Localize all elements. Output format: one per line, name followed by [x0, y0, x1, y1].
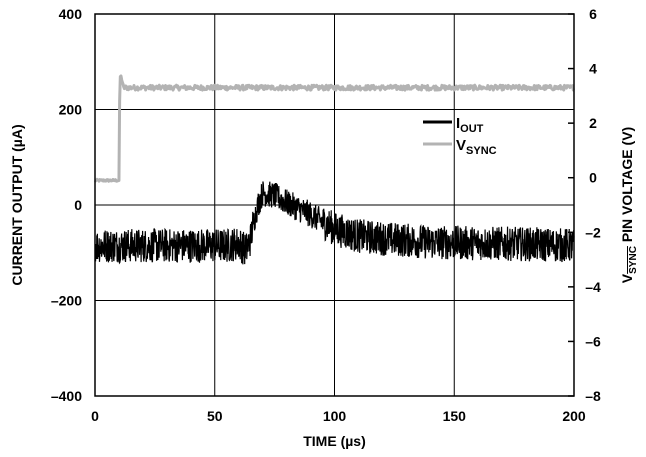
series-iout-line	[94, 181, 575, 265]
x-tick-label-2: 100	[323, 408, 347, 424]
legend-vsync-main: V	[456, 137, 466, 154]
legend-label-iout: IOUT	[456, 115, 484, 135]
y-right-axis-title: VSYNC PIN VOLTAGE (V)	[619, 127, 639, 283]
y-left-tick-label-3: –200	[51, 293, 82, 309]
plot-frame	[94, 13, 575, 397]
tick-labels: 0 50 100 150 200 400 200 0 –200 –400 6 4 2 0 –2 –4 –6 –8	[51, 6, 601, 424]
y-right-tick-label-7: –8	[585, 388, 601, 404]
y-left-tick-label-0: 400	[59, 6, 83, 22]
x-tick-label-3: 150	[443, 408, 467, 424]
x-axis-title: TIME (µs)	[303, 433, 366, 449]
y-left-tick-label-2: 0	[74, 197, 82, 213]
y-right-tick-label-0: 6	[589, 6, 597, 22]
series-vsync-line	[93, 74, 575, 183]
legend-iout-main: I	[456, 115, 460, 132]
y-right-tick-label-6: –6	[585, 333, 601, 349]
y-right-tick-label-1: 4	[589, 61, 597, 77]
x-tick-label-0: 0	[91, 408, 99, 424]
y-left-tick-label-4: –400	[51, 388, 82, 404]
y-right-tick-label-5: –4	[585, 279, 601, 295]
y-left-axis-title: CURRENT OUTPUT (µA)	[9, 124, 25, 285]
y-left-tick-label-1: 200	[59, 102, 83, 118]
y-right-title-v: V	[619, 273, 635, 283]
legend-vsync-sub: SYNC	[466, 145, 497, 157]
legend: IOUT VSYNC	[423, 115, 497, 157]
y-right-title-rest: PIN VOLTAGE (V)	[619, 127, 635, 246]
legend-label-vsync: VSYNC	[456, 137, 497, 157]
x-tick-label-4: 200	[562, 408, 586, 424]
x-tick-label-1: 50	[207, 408, 223, 424]
y-right-tick-label-2: 2	[589, 115, 597, 131]
legend-iout-sub: OUT	[460, 123, 484, 135]
y-right-tick-label-3: 0	[589, 170, 597, 186]
y-right-title-sync: SYNC	[628, 246, 639, 274]
series-layer	[93, 74, 575, 265]
y-right-tick-label-4: –2	[585, 224, 601, 240]
